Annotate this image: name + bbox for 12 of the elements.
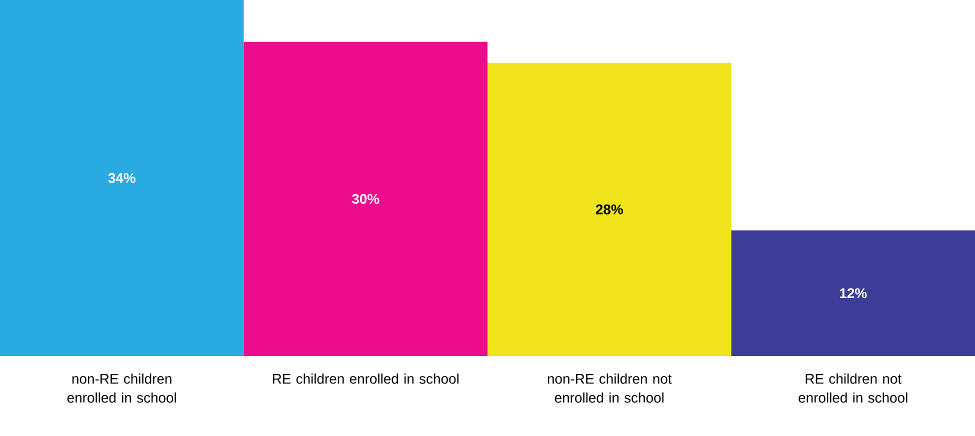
data-label: 30%	[352, 194, 380, 204]
data-label: 34%	[108, 173, 136, 183]
x-tick-label: RE children enrolled in school	[272, 374, 458, 384]
bar	[488, 62, 732, 356]
x-tick-label: RE children not enrolled in school	[798, 374, 908, 403]
x-tick-label: non-RE children not enrolled in school	[548, 374, 672, 403]
x-tick-label: non-RE children enrolled in school	[67, 374, 176, 403]
bar	[0, 0, 244, 356]
data-label: 12%	[840, 288, 867, 298]
bar	[244, 42, 488, 356]
data-label: 28%	[596, 204, 623, 214]
bar	[731, 230, 975, 356]
